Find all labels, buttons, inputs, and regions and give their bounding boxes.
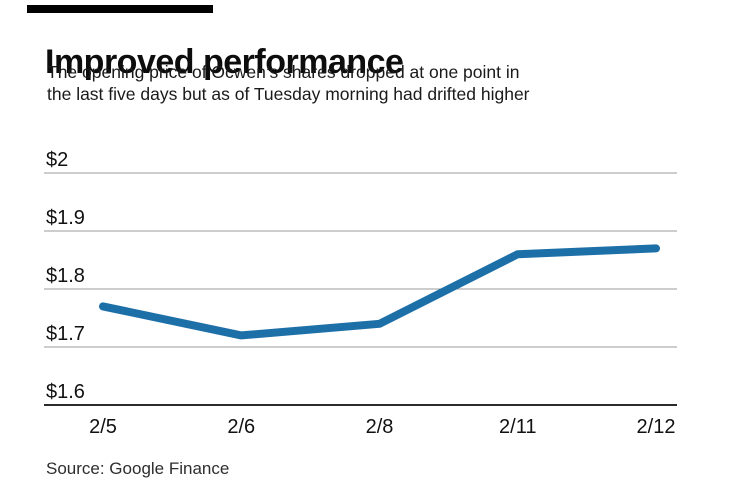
y-tick-label: $1.7 [46, 323, 85, 345]
kicker-bar [27, 5, 213, 13]
subtitle-line-2: the last five days but as of Tuesday mor… [47, 84, 530, 104]
y-tick-label: $2 [46, 149, 68, 171]
x-tick-label: 2/11 [499, 416, 536, 438]
page-title: Improved performance [45, 42, 404, 81]
y-tick-label: $1.8 [46, 265, 85, 287]
x-tick-label: 2/5 [89, 416, 117, 438]
chart-subtitle: The opening price of Ocwen’s shares drop… [47, 61, 530, 105]
source-label: Source: Google Finance [46, 459, 230, 478]
y-tick-label: $1.9 [46, 207, 85, 229]
x-tick-label: 2/8 [366, 416, 394, 438]
price-line [99, 244, 660, 340]
y-tick-label: $1.6 [46, 381, 85, 403]
x-tick-label: 2/6 [227, 416, 255, 438]
x-tick-label: 2/12 [637, 416, 676, 438]
subtitle-line-1: The opening price of Ocwen’s shares drop… [47, 62, 520, 82]
